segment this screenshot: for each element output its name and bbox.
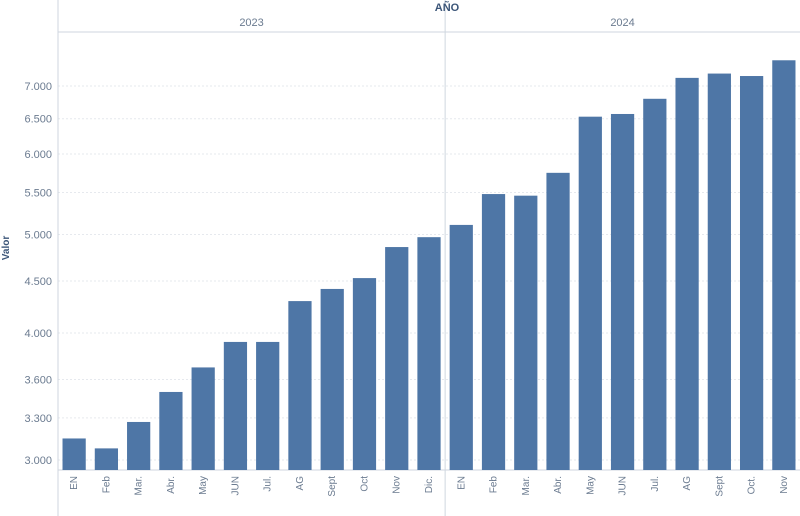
- y-axis-label: Valor: [1, 236, 12, 261]
- bar: [449, 224, 473, 470]
- header-title: AÑO: [435, 1, 460, 14]
- y-tick-label: 3.000: [24, 455, 52, 467]
- bar: [643, 98, 667, 470]
- x-tick-label: AG: [295, 476, 306, 491]
- bar: [514, 195, 538, 471]
- x-tick-label: Mar.: [521, 476, 532, 495]
- bar: [707, 73, 731, 471]
- x-tick-label: Feb: [101, 476, 112, 494]
- x-tick-label: May: [198, 476, 209, 495]
- x-tick-label: May: [585, 476, 596, 495]
- x-tick-label: Oct: [359, 476, 370, 492]
- x-tick-label: Nov: [779, 476, 790, 494]
- x-tick-label: Feb: [489, 476, 500, 494]
- x-tick-label: Dic.: [424, 476, 435, 493]
- y-tick-label: 5.500: [24, 187, 52, 199]
- bar: [546, 172, 570, 470]
- y-tick-label: 3.600: [24, 375, 52, 387]
- bar: [578, 116, 602, 470]
- y-tick-label: 7.000: [24, 81, 52, 93]
- x-tick-label: Sept: [714, 476, 725, 497]
- bar: [256, 341, 280, 470]
- x-tick-label: EN: [69, 476, 80, 490]
- bar: [94, 448, 119, 470]
- x-tick-label: Abr.: [553, 476, 564, 494]
- bar: [159, 391, 183, 470]
- y-tick-label: 4.500: [24, 276, 52, 288]
- bar: [481, 194, 506, 470]
- bar: [288, 301, 312, 470]
- x-tick-label: Jul.: [263, 476, 274, 492]
- y-tick-label: 4.000: [24, 328, 52, 340]
- bar: [223, 341, 248, 470]
- bars: [62, 60, 796, 471]
- x-tick-label: Nov: [392, 476, 403, 494]
- year-label-2023: 2023: [239, 17, 263, 29]
- x-tick-labels: EN Feb Mar. Abr. May JUN Jul. AG Sept Oct Nov Dic. E…: [69, 476, 790, 497]
- x-tick-label: AG: [682, 476, 693, 491]
- bar: [127, 421, 151, 470]
- bar: [610, 113, 635, 470]
- x-tick-label: Mar.: [134, 476, 145, 495]
- x-tick-label: Sept: [327, 476, 338, 497]
- bar: [675, 77, 699, 471]
- x-tick-label: Abr.: [166, 476, 177, 494]
- bar: [352, 278, 377, 470]
- x-tick-label: JUN: [230, 476, 241, 495]
- y-tick-label: 5.000: [24, 230, 52, 242]
- x-tick-label: EN: [456, 476, 467, 490]
- bar: [417, 237, 441, 470]
- y-tick-labels: 3.000 3.300 3.600 4.000 4.500 5.000 5.500 6.000…: [24, 81, 52, 467]
- year-label-2024: 2024: [610, 17, 634, 29]
- bar: [385, 247, 409, 470]
- bar: [62, 438, 86, 470]
- bar: [772, 60, 796, 471]
- x-tick-label: Jul.: [650, 476, 661, 492]
- bar: [191, 367, 215, 470]
- bar: [320, 288, 344, 470]
- y-tick-label: 6.000: [24, 149, 52, 161]
- bar: [739, 76, 764, 471]
- x-tick-label: JUN: [618, 476, 629, 495]
- y-tick-label: 3.300: [24, 413, 52, 425]
- y-tick-label: 6.500: [24, 114, 52, 126]
- x-tick-label: Oct.: [747, 476, 758, 494]
